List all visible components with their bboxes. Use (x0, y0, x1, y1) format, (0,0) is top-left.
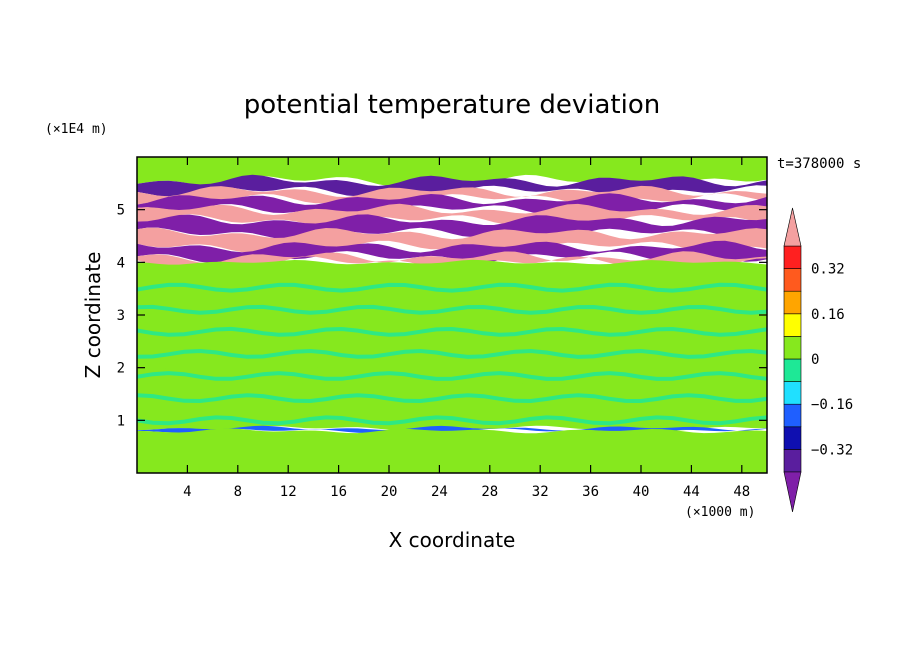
chart-title: potential temperature deviation (244, 90, 660, 120)
colorbar: 0.32 0.16 0 −0.16 −0.32 (783, 207, 853, 513)
colorbar-segment (783, 268, 802, 292)
colorbar-extend-top (783, 207, 802, 247)
x-tick-label: 32 (532, 484, 549, 500)
x-tick-label: 44 (683, 484, 700, 500)
colorbar-segment (783, 336, 802, 360)
y-tick-label: 1 (117, 413, 125, 429)
colorbar-segment (783, 426, 802, 450)
x-tick-label: 48 (733, 484, 750, 500)
contour-streak (137, 382, 767, 393)
contour-streak (137, 293, 767, 304)
y-tick-label: 2 (117, 361, 125, 377)
y-axis-label: Z coordinate (81, 252, 105, 379)
contour-streak (137, 415, 767, 426)
y-axis-ticks: 1 2 3 4 5 (117, 203, 767, 429)
contour-band (137, 214, 767, 240)
x-axis-label: X coordinate (389, 528, 516, 552)
x-axis-ticks: 4 8 12 16 20 24 28 32 36 40 44 48 (183, 157, 750, 500)
x-tick-label: 4 (183, 484, 191, 500)
colorbar-segment (783, 290, 802, 315)
contour-streak (137, 404, 767, 415)
x-tick-label: 36 (582, 484, 599, 500)
y-unit-label: (×1E4 m) (45, 122, 108, 137)
contour-streak (137, 315, 767, 326)
colorbar-segment (783, 245, 802, 269)
colorbar-segment (783, 381, 802, 405)
contour-band (137, 174, 767, 197)
x-tick-label: 28 (481, 484, 498, 500)
contour-streak (137, 282, 767, 293)
colorbar-tick-label: 0.16 (811, 307, 845, 323)
contour-streak (137, 371, 767, 381)
x-unit-label: (×1000 m) (685, 505, 755, 520)
time-label: t=378000 s (777, 156, 861, 172)
contour-field (137, 157, 767, 473)
y-tick-label: 4 (117, 255, 125, 271)
x-tick-label: 8 (234, 484, 242, 500)
contour-band (137, 193, 767, 215)
contour-band (137, 227, 767, 253)
contour-streak (137, 337, 767, 348)
contour-streak (137, 271, 767, 282)
colorbar-tick-label: 0 (811, 352, 819, 368)
colorbar-extend-bottom (783, 471, 802, 513)
contour-streak (137, 304, 767, 315)
contour-streak (137, 348, 767, 359)
x-tick-label: 20 (381, 484, 398, 500)
contour-streak (137, 326, 767, 337)
x-tick-label: 16 (330, 484, 347, 500)
y-tick-label: 5 (117, 203, 125, 219)
colorbar-segment (783, 358, 802, 382)
colorbar-tick-label: −0.16 (811, 397, 853, 413)
x-tick-label: 12 (280, 484, 297, 500)
x-tick-label: 40 (633, 484, 650, 500)
contour-streak (137, 360, 767, 371)
y-tick-label: 3 (117, 308, 125, 324)
colorbar-tick-label: −0.32 (811, 442, 853, 458)
colorbar-tick-label: 0.32 (811, 262, 845, 278)
colorbar-segment (783, 403, 802, 428)
x-tick-label: 24 (431, 484, 448, 500)
contour-band (137, 251, 767, 269)
contour-band (137, 428, 767, 473)
contour-band (137, 157, 767, 187)
contour-streak (137, 393, 767, 404)
colorbar-segment (783, 313, 802, 337)
colorbar-segment (783, 449, 802, 473)
